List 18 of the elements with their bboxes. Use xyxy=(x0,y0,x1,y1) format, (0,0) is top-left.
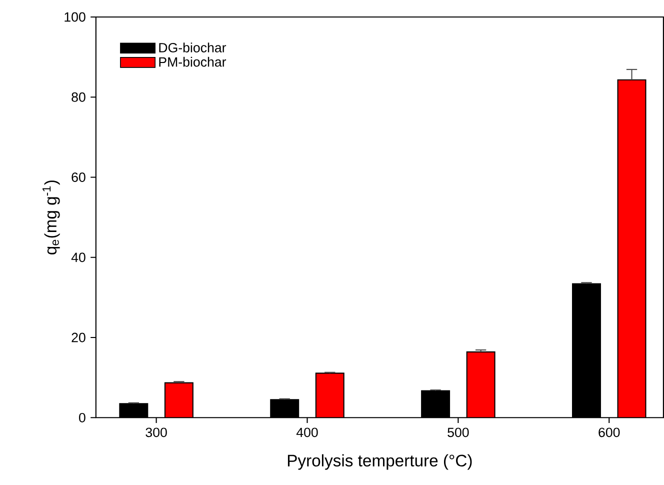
y-tick-label: 80 xyxy=(72,92,86,102)
y-tick-label: 40 xyxy=(71,252,86,262)
y-tick-label: 100 xyxy=(64,12,86,22)
legend-label: DG-biochar xyxy=(159,42,226,53)
y-tick-label: 60 xyxy=(72,172,86,182)
x-axis-title: Pyrolysis temperture (°C) xyxy=(288,454,472,470)
y-axis-title: q$_{e}$(mg g$^{-1}$) xyxy=(42,180,60,255)
x-tick-label: 600 xyxy=(598,428,620,438)
bar xyxy=(315,372,344,418)
x-tick-label: 400 xyxy=(296,428,318,438)
y-tick-label: 20 xyxy=(72,333,86,342)
legend-label: PM-biochar xyxy=(159,57,226,67)
bar xyxy=(164,382,194,418)
bar xyxy=(466,352,496,418)
y-tick-label: 0 xyxy=(79,413,86,423)
x-tick-label: 300 xyxy=(146,428,167,438)
bar xyxy=(617,80,646,418)
x-tick-label: 500 xyxy=(448,428,469,438)
